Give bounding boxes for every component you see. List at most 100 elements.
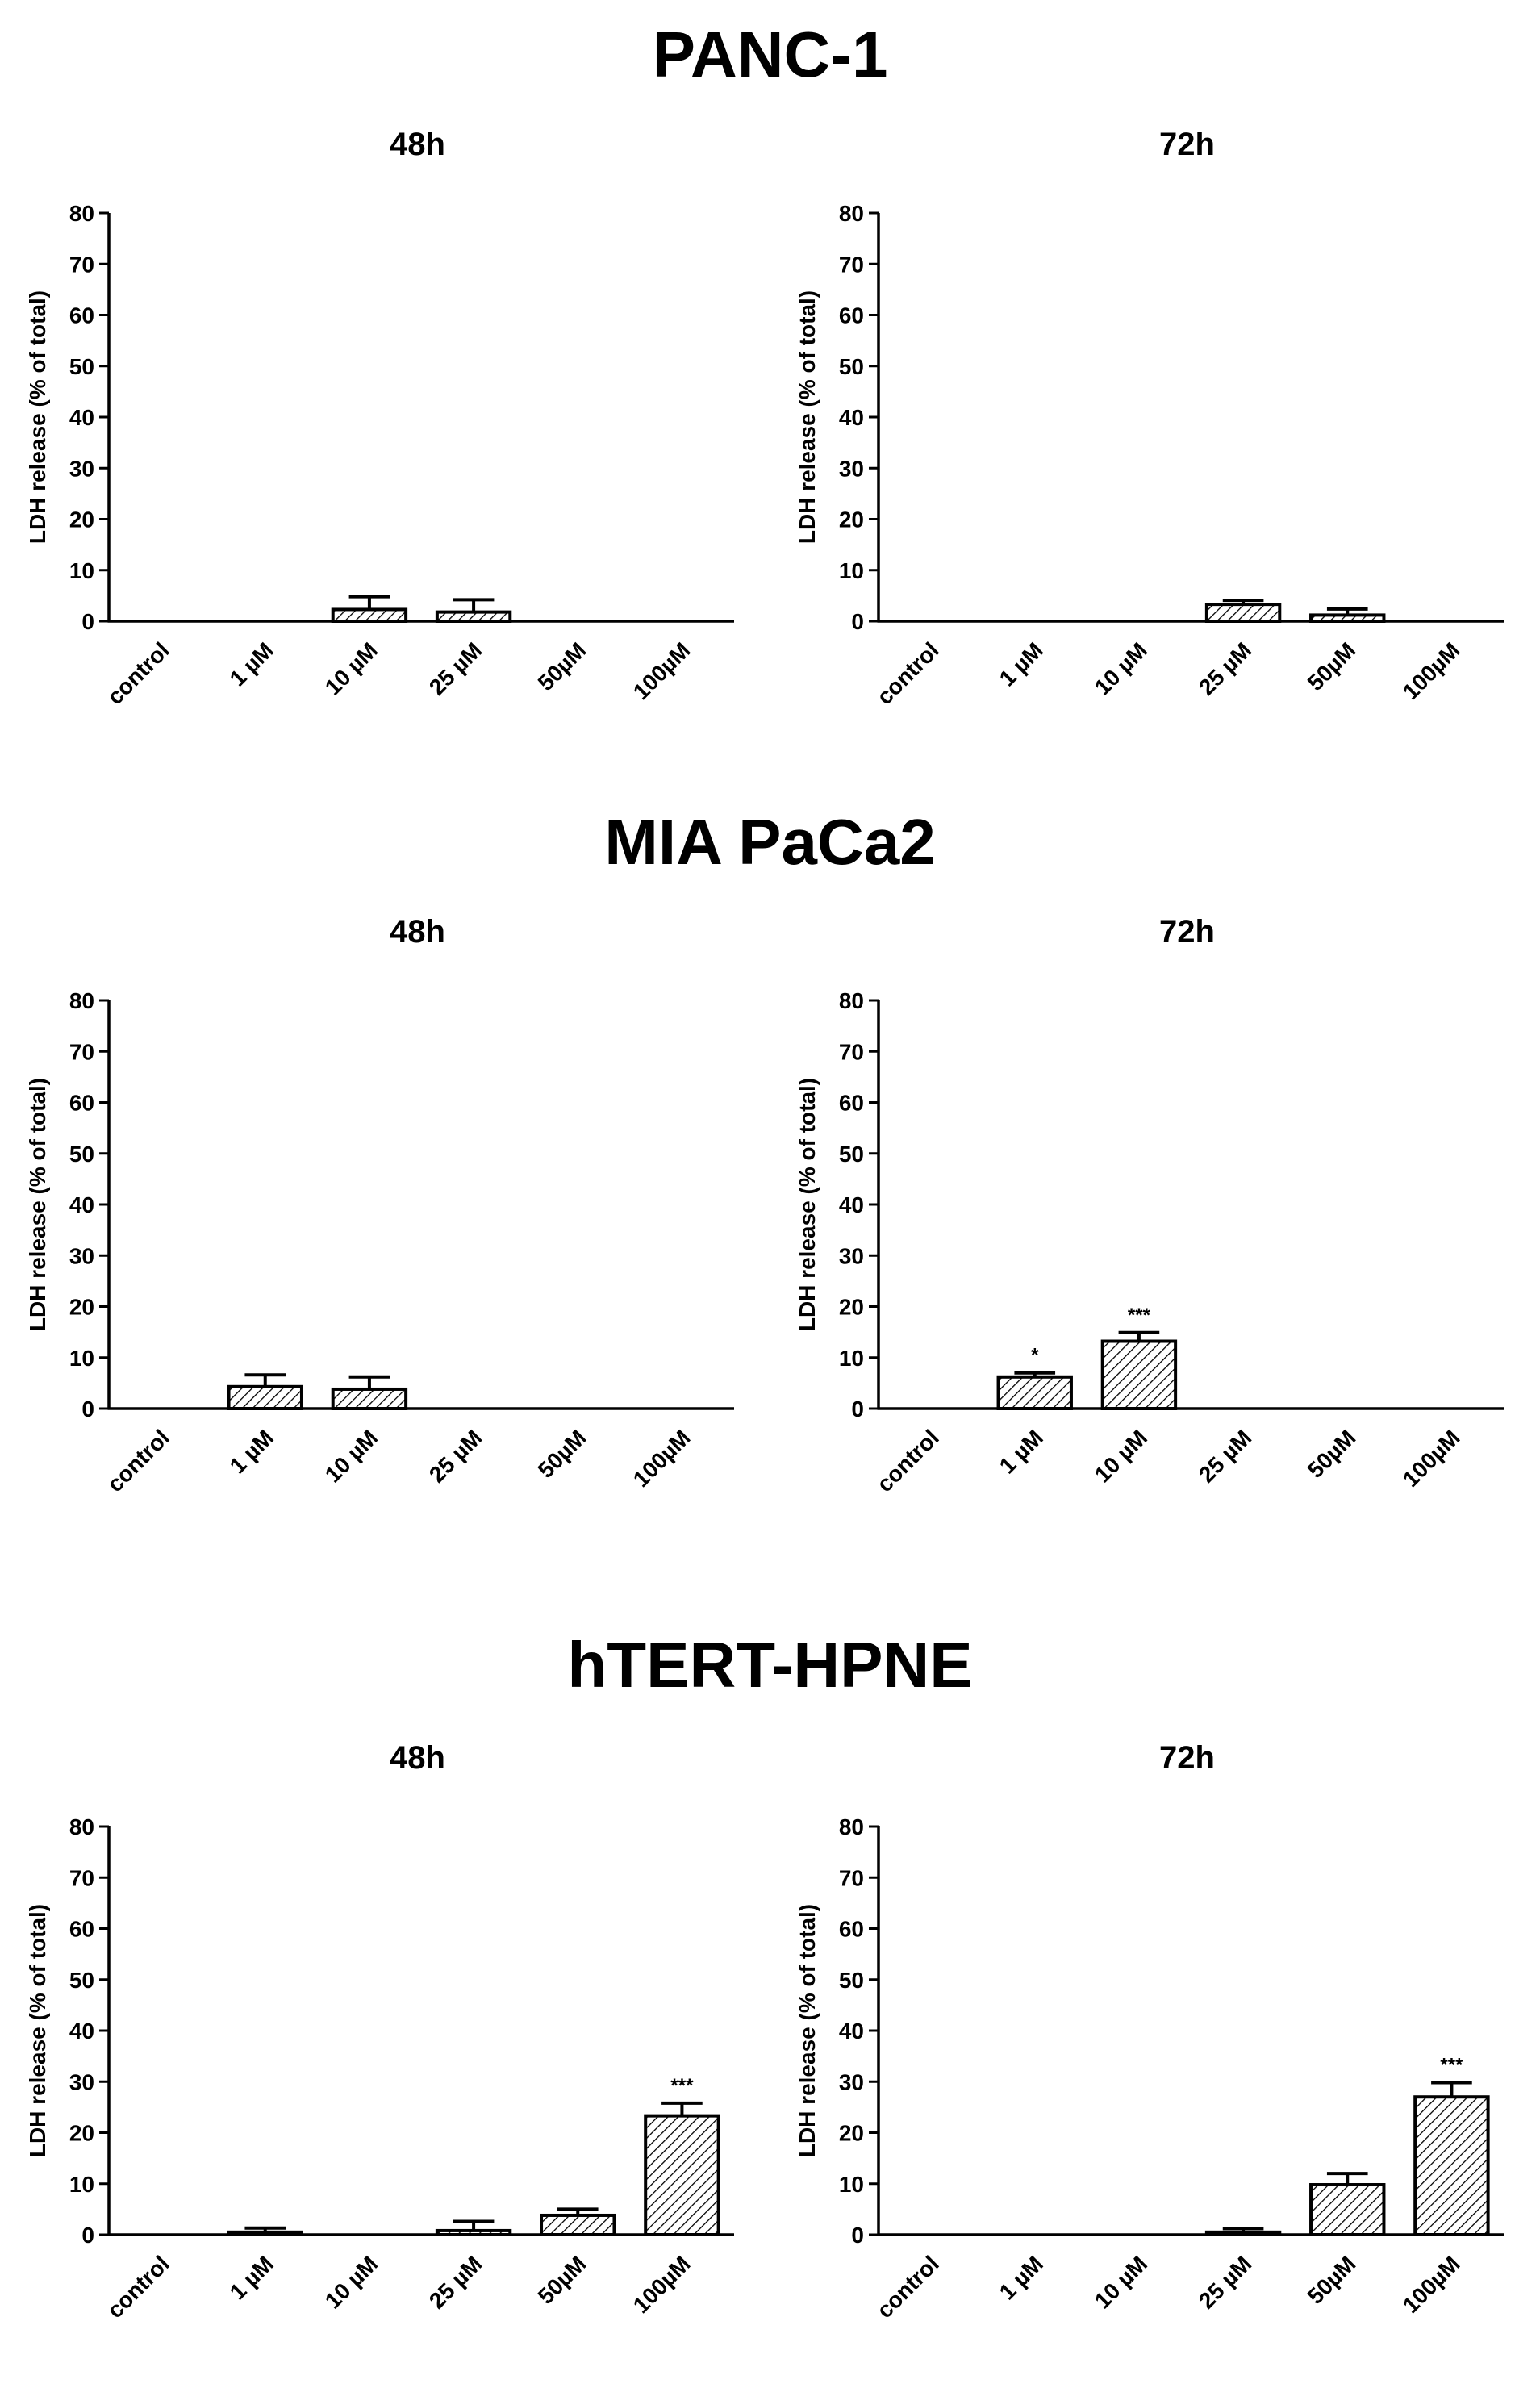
y-tick-label: 60 [839, 303, 864, 328]
group-title-panc1: PANC-1 [652, 19, 888, 90]
bar [1204, 2230, 1282, 2237]
x-tick-label: 100µM [628, 2251, 695, 2318]
x-tick-label: 10 µM [320, 637, 382, 699]
y-axis-label: LDH release (% of total) [25, 290, 50, 544]
chart-htert-72h: 72h LDH release (% of total) 0 10 20 30 40 50 60… [770, 1726, 1539, 2340]
chart-svg: 48h LDH release (% of total) 0 10 20 30 40 50 60… [25, 127, 734, 709]
y-tick-label: 0 [851, 609, 864, 634]
x-tick-label: 100µM [628, 1425, 695, 1492]
y-tick-label: 40 [839, 1192, 864, 1217]
bar [1413, 2095, 1490, 2236]
x-tick-label: control [872, 1425, 944, 1497]
y-tick-label: 10 [69, 2172, 94, 2197]
y-tick-label: 40 [69, 1192, 94, 1217]
y-tick-label: 20 [839, 507, 864, 532]
bar [1100, 1339, 1178, 1411]
y-tick-label: 80 [839, 1814, 864, 1839]
y-tick-label: 70 [839, 252, 864, 277]
x-tick-label: 50µM [533, 2251, 591, 2309]
bar [435, 610, 512, 623]
y-tick-label: 50 [839, 1142, 864, 1167]
y-tick-label: 0 [81, 1396, 94, 1422]
x-tick-label: 100µM [1398, 1425, 1465, 1492]
subplot-title: 72h [1159, 914, 1215, 950]
y-tick-label: 40 [69, 405, 94, 430]
x-tick-label: 25 µM [424, 637, 486, 699]
y-tick-label: 30 [839, 456, 864, 481]
subplot-title: 72h [1159, 127, 1215, 162]
x-tick-label: 10 µM [320, 1425, 382, 1487]
x-tick-label: 50µM [533, 1425, 591, 1483]
bar [644, 2114, 720, 2236]
y-tick-label: 30 [69, 456, 94, 481]
y-tick-label: 70 [69, 1865, 94, 1890]
y-tick-label: 50 [839, 354, 864, 379]
y-tick-label: 80 [839, 201, 864, 226]
y-tick-label: 0 [851, 2223, 864, 2248]
x-tick-label: 25 µM [424, 2251, 486, 2313]
chart-svg: 72h LDH release (% of total) 0 10 20 30 40 50 60… [795, 914, 1504, 1497]
subplot-title: 48h [390, 127, 445, 162]
significance-annotation: *** [1440, 2055, 1463, 2077]
y-tick-label: 40 [839, 405, 864, 430]
y-tick-label: 80 [69, 201, 94, 226]
y-tick-label: 60 [69, 303, 94, 328]
y-tick-label: 10 [839, 2172, 864, 2197]
chart-miapaca2-48h: 48h LDH release (% of total) 0 10 20 30 40 50 60… [0, 900, 770, 1513]
y-tick-label: 10 [839, 558, 864, 583]
x-tick-label: 1 µM [995, 637, 1048, 691]
chart-panc1-72h: 72h LDH release (% of total) 0 10 20 30 40 50 60… [770, 113, 1539, 726]
subplot-title: 48h [390, 1740, 445, 1776]
chart-svg: 72h LDH release (% of total) 0 10 20 30 40 50 60… [795, 1740, 1504, 2323]
y-tick-label: 70 [69, 1039, 94, 1064]
x-tick-label: control [102, 1425, 174, 1497]
y-tick-label: 50 [69, 1142, 94, 1167]
bar [227, 2230, 303, 2237]
bar [331, 1387, 408, 1411]
y-tick-label: 70 [69, 252, 94, 277]
x-tick-label: 50µM [1303, 1425, 1361, 1483]
x-tick-label: 10 µM [1090, 2251, 1152, 2313]
y-tick-label: 0 [851, 1396, 864, 1422]
bar [1204, 603, 1282, 624]
bar [996, 1375, 1073, 1410]
y-tick-label: 60 [69, 1917, 94, 1942]
x-tick-label: control [102, 637, 174, 709]
chart-svg: 72h LDH release (% of total) 0 10 20 30 40 50 60… [795, 127, 1504, 709]
x-tick-label: control [102, 2251, 174, 2323]
x-tick-label: 1 µM [225, 637, 278, 691]
significance-annotation: *** [1128, 1305, 1151, 1326]
y-tick-label: 50 [69, 1968, 94, 1993]
y-tick-label: 30 [69, 1243, 94, 1268]
x-tick-label: 100µM [1398, 2251, 1465, 2318]
y-tick-label: 0 [81, 2223, 94, 2248]
group-title-htert-hpne: hTERT-HPNE [567, 1629, 973, 1701]
y-tick-label: 20 [69, 507, 94, 532]
x-tick-label: 50µM [1303, 637, 1361, 695]
y-tick-label: 20 [69, 2121, 94, 2146]
x-tick-label: 25 µM [1194, 1425, 1256, 1487]
y-tick-label: 60 [69, 1091, 94, 1116]
y-tick-label: 80 [69, 1814, 94, 1839]
x-tick-label: 10 µM [1090, 637, 1152, 699]
y-tick-label: 0 [81, 609, 94, 634]
y-tick-label: 20 [69, 1295, 94, 1320]
chart-svg: 48h LDH release (% of total) 0 10 20 30 40 50 60… [25, 1740, 734, 2323]
x-tick-label: control [872, 2251, 944, 2323]
y-tick-label: 60 [839, 1091, 864, 1116]
x-tick-label: 50µM [533, 637, 591, 695]
y-tick-label: 40 [839, 2019, 864, 2044]
y-tick-label: 50 [69, 354, 94, 379]
y-tick-label: 60 [839, 1917, 864, 1942]
y-tick-label: 10 [839, 1346, 864, 1371]
x-tick-label: 50µM [1303, 2251, 1361, 2309]
y-tick-label: 50 [839, 1968, 864, 1993]
y-tick-label: 80 [69, 988, 94, 1013]
chart-htert-48h: 48h LDH release (% of total) 0 10 20 30 40 50 60… [0, 1726, 770, 2340]
chart-panc1-48h: 48h LDH release (% of total) 0 10 20 30 40 50 60… [0, 113, 770, 726]
bar [435, 2228, 512, 2237]
bar [227, 1384, 303, 1410]
y-tick-label: 70 [839, 1039, 864, 1064]
x-tick-label: 25 µM [1194, 637, 1256, 699]
x-tick-label: 1 µM [995, 2251, 1048, 2304]
